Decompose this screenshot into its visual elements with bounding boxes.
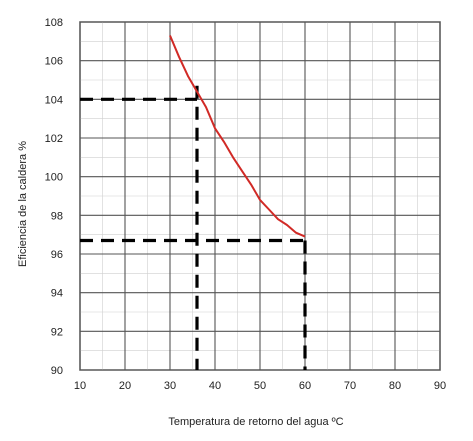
- y-tick-label: 108: [45, 17, 63, 29]
- y-tick-label: 106: [45, 56, 63, 68]
- x-tick-label: 90: [434, 380, 446, 392]
- x-tick-label: 60: [299, 380, 311, 392]
- x-tick-label: 10: [74, 380, 86, 392]
- x-tick-label: 30: [164, 380, 176, 392]
- y-tick-label: 100: [45, 172, 63, 184]
- grid: [79, 21, 441, 371]
- x-tick-label: 20: [119, 380, 131, 392]
- y-tick-label: 90: [51, 365, 63, 377]
- y-tick-label: 102: [45, 133, 63, 145]
- y-tick-label: 94: [51, 288, 63, 300]
- x-tick-labels: 10 20 30 40 50 60 70 80 90: [74, 380, 446, 392]
- series-group: [169, 35, 306, 238]
- x-tick-label: 80: [389, 380, 401, 392]
- x-tick-label: 40: [209, 380, 221, 392]
- reference-lines: [80, 85, 307, 370]
- y-tick-label: 92: [51, 326, 63, 338]
- y-tick-labels: 90 92 94 96 98 100 102 104 106 108: [45, 17, 63, 377]
- y-tick-label: 98: [51, 210, 63, 222]
- series-line: [169, 35, 306, 238]
- y-axis-title: Eficiencia de la caldera %: [17, 141, 29, 267]
- y-tick-label: 96: [51, 249, 63, 261]
- x-tick-label: 70: [344, 380, 356, 392]
- x-axis-title: Temperatura de retorno del agua ºC: [168, 416, 343, 428]
- y-tick-label: 104: [45, 94, 63, 106]
- x-tick-label: 50: [254, 380, 266, 392]
